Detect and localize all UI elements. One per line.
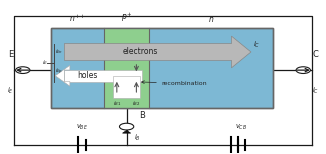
Text: recombination: recombination bbox=[141, 81, 207, 86]
Bar bbox=[51, 28, 274, 107]
Text: $i_E$: $i_E$ bbox=[42, 58, 49, 67]
Text: $i_C$: $i_C$ bbox=[253, 40, 260, 51]
Text: $v_{BE}$: $v_{BE}$ bbox=[76, 123, 88, 132]
Polygon shape bbox=[123, 130, 131, 133]
Text: $n$: $n$ bbox=[208, 15, 214, 24]
Polygon shape bbox=[55, 65, 70, 86]
Text: $i_B$: $i_B$ bbox=[134, 133, 141, 143]
Polygon shape bbox=[64, 70, 142, 82]
Bar bbox=[104, 28, 149, 107]
Circle shape bbox=[296, 67, 310, 73]
Text: holes: holes bbox=[78, 71, 98, 80]
Text: $i_E$: $i_E$ bbox=[7, 85, 14, 96]
Text: $i_{B2}$: $i_{B2}$ bbox=[132, 99, 141, 108]
Polygon shape bbox=[64, 36, 251, 68]
Text: $i_C$: $i_C$ bbox=[312, 85, 319, 96]
Text: $i_{En}$: $i_{En}$ bbox=[55, 47, 63, 56]
Text: $n^{++}$: $n^{++}$ bbox=[69, 13, 86, 24]
Text: electrons: electrons bbox=[123, 47, 158, 57]
Text: $p^{+}$: $p^{+}$ bbox=[121, 11, 132, 24]
Text: $v_{CB}$: $v_{CB}$ bbox=[235, 123, 247, 132]
Bar bbox=[113, 76, 140, 98]
Text: $i_{Ep}$: $i_{Ep}$ bbox=[55, 67, 64, 77]
Text: C: C bbox=[313, 51, 319, 59]
Bar bbox=[51, 28, 274, 107]
Circle shape bbox=[119, 123, 134, 130]
Text: $i_{B1}$: $i_{B1}$ bbox=[113, 99, 121, 108]
Text: B: B bbox=[140, 111, 145, 120]
Circle shape bbox=[16, 67, 30, 73]
Text: E: E bbox=[8, 51, 13, 59]
